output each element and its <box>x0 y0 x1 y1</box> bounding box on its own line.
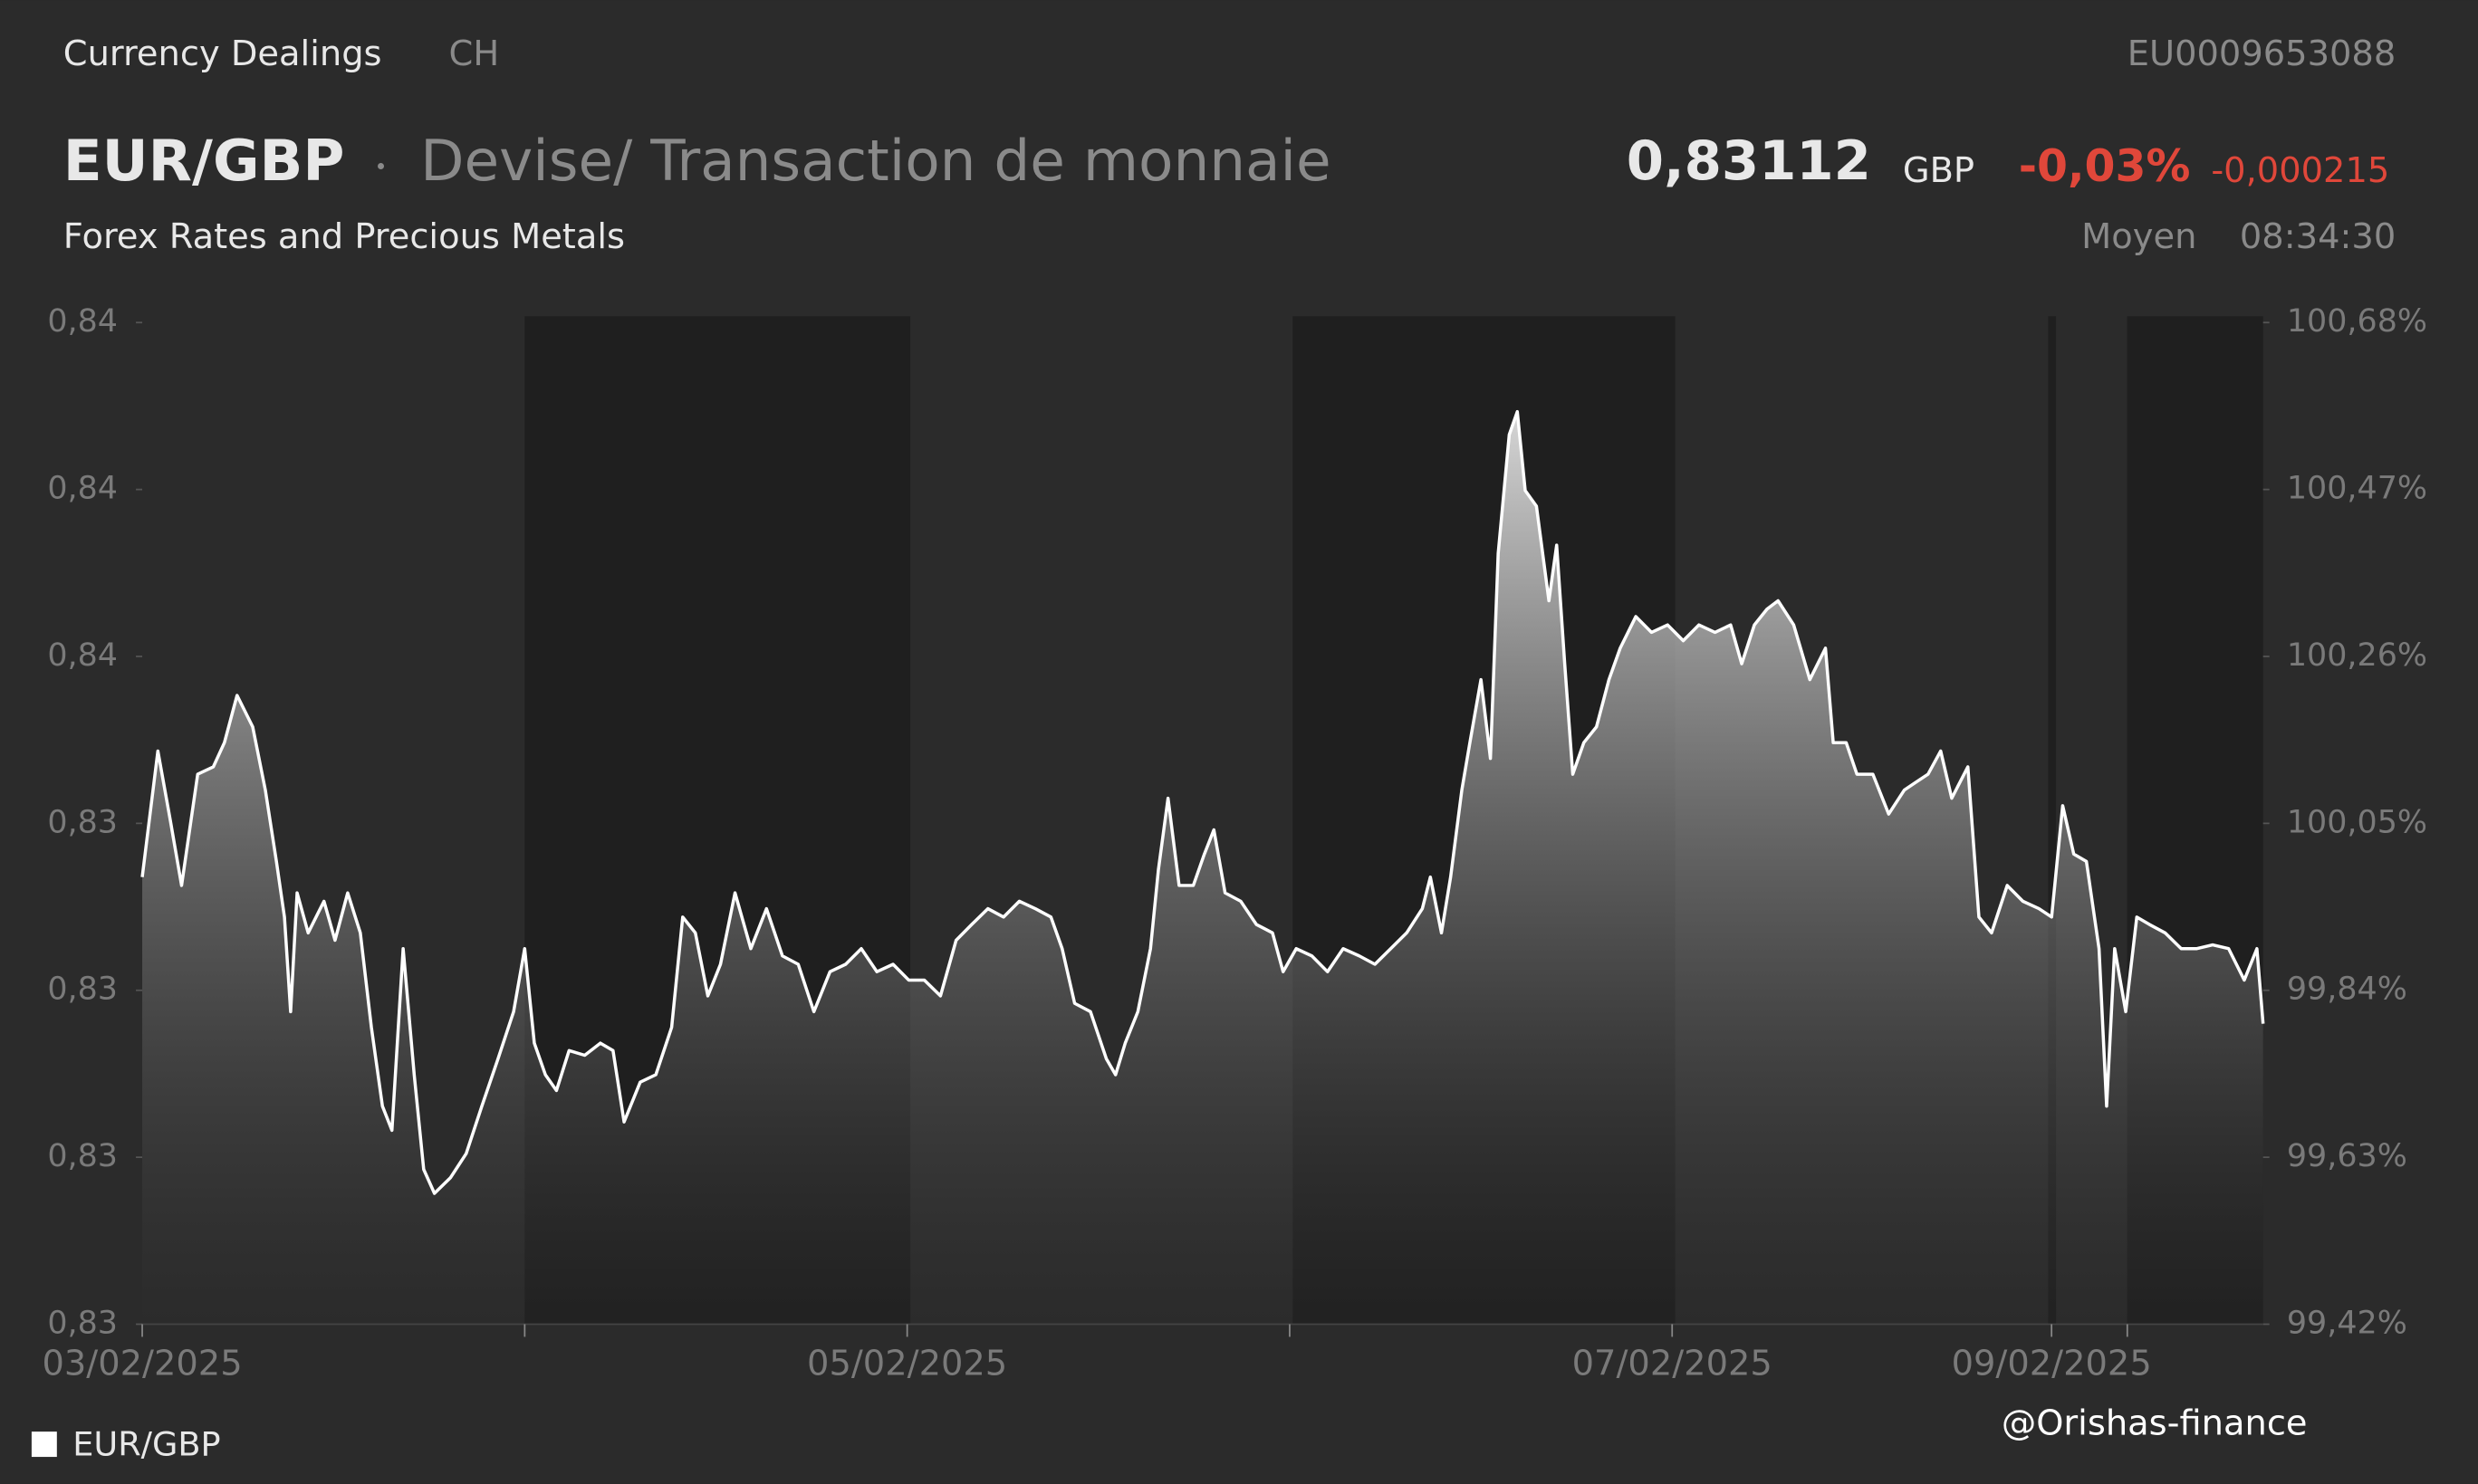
change-pct: -0,03% <box>2019 140 2191 192</box>
y2-tick-label: 100,26% <box>2287 637 2427 674</box>
y2-tick-label: 99,63% <box>2287 1138 2407 1174</box>
x-tick-label: 09/02/2025 <box>1952 1343 2152 1383</box>
country: CH <box>449 34 500 74</box>
currency: GBP <box>1903 150 1974 191</box>
y2-tick-label: 99,42% <box>2287 1305 2407 1341</box>
price-type: Moyen <box>2081 216 2196 257</box>
y2-tick-label: 99,84% <box>2287 972 2407 1008</box>
separator <box>378 162 385 169</box>
price: 0,83112 <box>1627 129 1871 192</box>
time: 08:34:30 <box>2240 216 2396 257</box>
y2-tick-label: 100,05% <box>2287 804 2427 840</box>
x-tick-label: 03/02/2025 <box>42 1343 242 1383</box>
y-tick-label: 0,83 <box>47 972 118 1008</box>
y-tick-label: 0,84 <box>47 303 118 340</box>
legend-label: EUR/GBP <box>72 1424 220 1463</box>
watermark: @Orishas-finance <box>2002 1403 2308 1444</box>
plot: 0,83 0,83 0,83 0,83 0,84 0,84 0,84 99,42% 99,63%… <box>42 303 2427 1383</box>
legend-swatch <box>31 1431 57 1458</box>
y-tick-label: 0,83 <box>47 1138 118 1174</box>
y2-tick-label: 100,68% <box>2287 303 2427 340</box>
y-tick-label: 0,84 <box>47 471 118 507</box>
y-tick-label: 0,84 <box>47 637 118 674</box>
x-tick-label: 05/02/2025 <box>807 1343 1007 1383</box>
subtitle: Forex Rates and Precious Metals <box>63 216 625 257</box>
isin: EU0009653088 <box>2127 34 2396 74</box>
y2-tick-label: 100,47% <box>2287 471 2427 507</box>
line <box>140 409 2265 1195</box>
description: Devise/ Transaction de monnaie <box>420 128 1330 194</box>
x-tick-label: 07/02/2025 <box>1572 1343 1772 1383</box>
y-tick-label: 0,83 <box>47 804 118 840</box>
change-abs: -0,000215 <box>2211 150 2389 191</box>
area-fill <box>142 411 2263 1325</box>
y-tick-label: 0,83 <box>47 1305 118 1341</box>
symbol: EUR/GBP <box>63 128 345 194</box>
day-band <box>2048 316 2057 1325</box>
source: Currency Dealings <box>63 34 382 74</box>
